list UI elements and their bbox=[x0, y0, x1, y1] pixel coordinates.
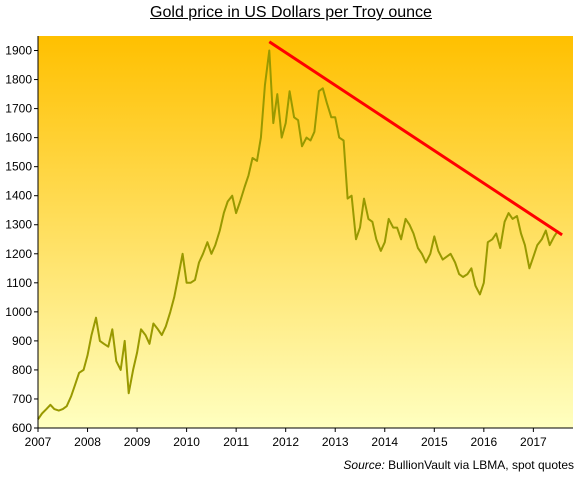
x-tick-label: 2012 bbox=[272, 435, 299, 449]
source-text: BullionVault via LBMA, spot quotes bbox=[384, 458, 574, 472]
plot-area bbox=[38, 36, 573, 428]
y-tick-label: 1600 bbox=[5, 131, 32, 145]
y-tick-label: 1400 bbox=[5, 189, 32, 203]
x-tick-label: 2013 bbox=[322, 435, 349, 449]
source-note: Source: BullionVault via LBMA, spot quot… bbox=[343, 458, 574, 472]
chart-title: Gold price in US Dollars per Troy ounce bbox=[150, 4, 432, 21]
axes-layer: 600 700 800 900 1000 1100 1200 1300 1400 1500 1600… bbox=[5, 36, 573, 449]
y-tick-label: 1100 bbox=[6, 276, 32, 290]
y-tick-label: 900 bbox=[12, 334, 32, 348]
x-tick-label: 2016 bbox=[470, 435, 497, 449]
y-tick-label: 1900 bbox=[5, 44, 32, 58]
x-tick-label: 2015 bbox=[421, 435, 448, 449]
x-tick-label: 2014 bbox=[371, 435, 398, 449]
y-tick-label: 1200 bbox=[5, 247, 32, 261]
y-tick-label: 1800 bbox=[5, 73, 32, 87]
series-line-trend bbox=[268, 40, 563, 237]
x-tick-label: 2009 bbox=[124, 435, 151, 449]
x-tick-label: 2017 bbox=[520, 435, 547, 449]
y-tick-label: 1700 bbox=[5, 102, 32, 116]
series-line-gold-price bbox=[37, 49, 559, 420]
source-prefix: Source: bbox=[343, 458, 385, 472]
y-tick-label: 1000 bbox=[5, 305, 32, 319]
y-tick-label: 700 bbox=[12, 392, 32, 406]
y-tick-label: 800 bbox=[12, 363, 32, 377]
y-tick-label: 1300 bbox=[5, 218, 32, 232]
x-tick-label: 2011 bbox=[223, 435, 249, 449]
x-tick-label: 2010 bbox=[173, 435, 200, 449]
series-layer bbox=[37, 40, 563, 420]
y-tick-label: 1500 bbox=[5, 160, 32, 174]
x-tick-label: 2007 bbox=[25, 435, 52, 449]
y-tick-label: 600 bbox=[12, 421, 32, 435]
x-tick-label: 2008 bbox=[74, 435, 101, 449]
